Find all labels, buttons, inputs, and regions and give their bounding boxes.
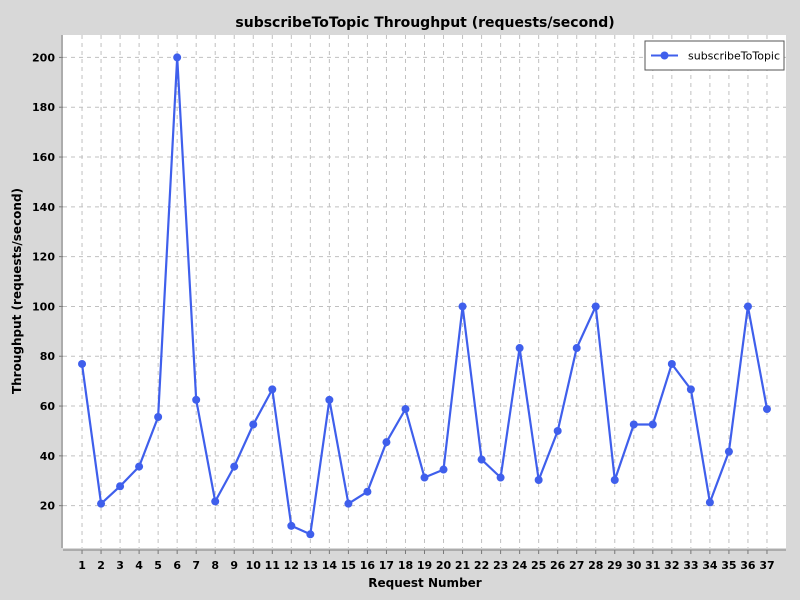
data-point [97, 499, 106, 508]
data-point [515, 344, 524, 353]
legend-marker-swatch [660, 51, 669, 60]
x-tick-label: 17 [379, 559, 394, 572]
y-axis-label: Throughput (requests/second) [10, 188, 24, 394]
x-tick-label: 34 [702, 559, 718, 572]
x-tick-label: 33 [683, 559, 698, 572]
x-tick-label: 24 [512, 559, 528, 572]
x-tick-label: 1 [78, 559, 86, 572]
x-tick-label: 14 [322, 559, 338, 572]
data-point [78, 359, 87, 368]
grid [63, 35, 786, 548]
y-tick-label: 160 [32, 151, 55, 164]
x-tick-label: 21 [455, 559, 470, 572]
x-tick-label: 28 [588, 559, 603, 572]
x-tick-label: 5 [154, 559, 162, 572]
x-tick-label: 26 [550, 559, 566, 572]
x-tick-label: 27 [569, 559, 584, 572]
data-point [553, 426, 562, 435]
data-point [363, 487, 372, 496]
y-tick-label: 180 [32, 101, 55, 114]
y-tick-label: 200 [32, 51, 55, 64]
data-point [496, 473, 505, 482]
data-point [192, 395, 201, 404]
x-tick-label: 11 [265, 559, 280, 572]
x-tick-label: 20 [436, 559, 452, 572]
data-point [116, 482, 125, 491]
x-tick-label: 19 [417, 559, 432, 572]
data-point [173, 53, 182, 62]
x-tick-label: 12 [284, 559, 299, 572]
x-tick-label: 32 [664, 559, 679, 572]
data-point [325, 395, 334, 404]
x-tick-label: 13 [303, 559, 318, 572]
y-tick-label: 20 [40, 500, 56, 513]
data-point [382, 438, 391, 447]
data-point [762, 405, 771, 414]
data-point [420, 473, 429, 482]
x-tick-label: 2 [97, 559, 105, 572]
x-tick-label: 30 [626, 559, 642, 572]
data-point [743, 302, 752, 311]
y-tick-label: 60 [40, 400, 56, 413]
data-point [705, 498, 714, 507]
data-point [477, 455, 486, 464]
data-point [211, 497, 220, 506]
data-point [249, 420, 258, 429]
x-tick-label: 16 [360, 559, 376, 572]
chart-title: subscribeToTopic Throughput (requests/se… [235, 15, 614, 31]
x-tick-label: 9 [230, 559, 238, 572]
x-tick-label: 37 [759, 559, 774, 572]
series-layer [78, 53, 771, 539]
x-tick-label: 8 [211, 559, 219, 572]
x-tick-label: 22 [474, 559, 489, 572]
y-tick-label: 140 [32, 201, 55, 214]
data-point [724, 447, 733, 456]
data-point [268, 385, 277, 394]
x-tick-label: 6 [173, 559, 181, 572]
data-point [667, 359, 676, 368]
data-point [135, 462, 144, 471]
data-point [344, 499, 353, 508]
y-tick-label: 80 [40, 350, 56, 363]
x-tick-label: 18 [398, 559, 413, 572]
data-point [401, 405, 410, 414]
legend-entry-label: subscribeToTopic [688, 50, 780, 63]
y-tick-label: 100 [32, 300, 55, 313]
y-tick-label: 40 [40, 450, 56, 463]
x-tick-label: 29 [607, 559, 622, 572]
y-tick-label: 120 [32, 251, 55, 264]
data-point [686, 385, 695, 394]
x-tick-label: 7 [192, 559, 200, 572]
x-tick-label: 10 [246, 559, 262, 572]
x-tick-label: 4 [135, 559, 143, 572]
data-point [287, 521, 296, 530]
data-point [154, 413, 163, 422]
data-point [230, 462, 239, 471]
data-point [629, 420, 638, 429]
x-tick-label: 25 [531, 559, 546, 572]
data-point [610, 476, 619, 485]
x-axis-label: Request Number [368, 576, 482, 590]
x-tick-label: 3 [116, 559, 124, 572]
data-point [458, 302, 467, 311]
x-tick-label: 31 [645, 559, 660, 572]
axes [59, 35, 786, 554]
data-point [534, 476, 543, 485]
x-tick-label: 36 [740, 559, 756, 572]
data-point [591, 302, 600, 311]
data-point [306, 530, 315, 539]
x-tick-label: 35 [721, 559, 736, 572]
data-point [648, 420, 657, 429]
data-point [439, 465, 448, 474]
x-tick-label: 15 [341, 559, 356, 572]
data-point [572, 344, 581, 353]
legend: subscribeToTopic [644, 40, 785, 71]
x-tick-label: 23 [493, 559, 508, 572]
